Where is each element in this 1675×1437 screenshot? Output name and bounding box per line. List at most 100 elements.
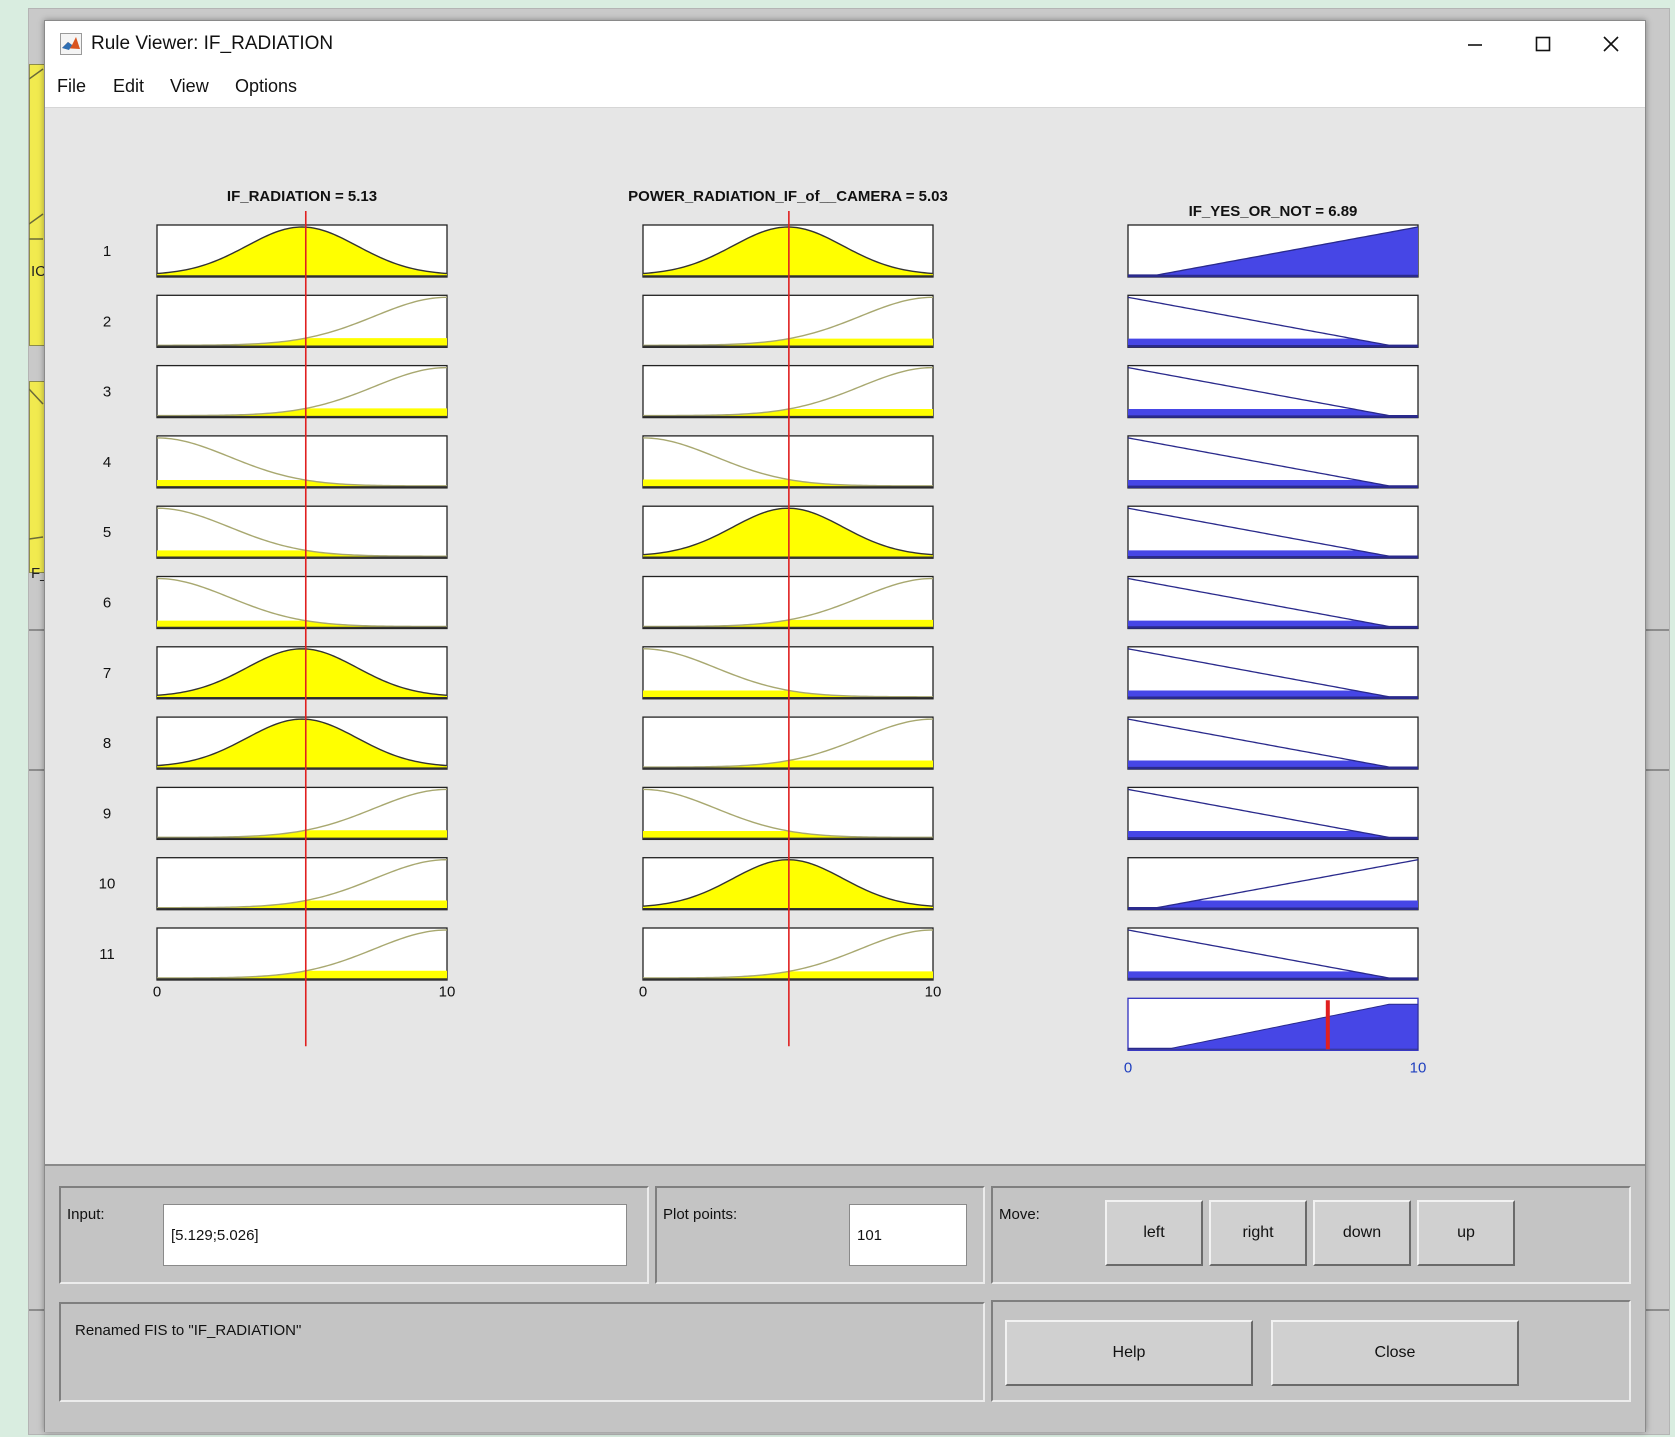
activation-fill xyxy=(157,719,447,769)
activation-fill xyxy=(643,971,933,979)
membership-curve xyxy=(156,718,448,767)
menu-file[interactable]: File xyxy=(57,76,87,96)
menu-options[interactable]: Options xyxy=(235,76,298,96)
membership-curve xyxy=(156,437,448,487)
rule-number: 5 xyxy=(103,524,111,541)
aggregate-output-fill xyxy=(1127,1003,1419,1050)
rule-plot-area: IF_RADIATION = 5.13 POWER_RADIATION_IF_of… xyxy=(45,108,1645,1164)
output-membership-line xyxy=(1128,859,1419,909)
rule-number: 7 xyxy=(103,665,111,682)
output-activation-fill xyxy=(1128,550,1418,558)
output-activation-fill xyxy=(1128,971,1418,979)
output-plot-box xyxy=(1127,927,1419,981)
output-axis-tick-label: 0 xyxy=(1124,1059,1132,1076)
membership-curve xyxy=(642,437,934,487)
membership-curve xyxy=(156,296,448,346)
rule-number: 3 xyxy=(103,384,111,401)
move-right-button[interactable]: right xyxy=(1209,1200,1307,1266)
output-membership-line xyxy=(1127,929,1418,979)
output-axis-tick-label: 10 xyxy=(1410,1059,1427,1076)
menu-view[interactable]: View xyxy=(170,76,209,96)
window-title: Rule Viewer: IF_RADIATION xyxy=(91,33,334,54)
activation-fill xyxy=(157,900,447,909)
help-close-panel: Help Close xyxy=(991,1300,1631,1402)
background-plot-fragment xyxy=(29,68,44,540)
activation-fill xyxy=(157,480,447,487)
membership-curve xyxy=(642,577,934,628)
membership-curve xyxy=(156,929,448,979)
menu-bar: File Edit View Options xyxy=(45,67,1645,108)
activation-fill xyxy=(643,831,933,839)
input-title: POWER_RADIATION_IF_of__CAMERA = 5.03 xyxy=(628,188,948,205)
output-activation-fill xyxy=(1128,831,1418,839)
output-plot-box xyxy=(1127,435,1419,489)
output-plot-box xyxy=(1127,294,1419,348)
plot-points-field[interactable]: 101 xyxy=(849,1204,967,1266)
maximize-button[interactable] xyxy=(1509,21,1577,67)
output-membership-line xyxy=(1127,577,1418,628)
title-bar[interactable]: Rule Viewer: IF_RADIATION xyxy=(45,21,1645,67)
membership-curve xyxy=(642,648,934,698)
output-activation-fill xyxy=(1128,480,1418,487)
membership-curve xyxy=(642,507,934,556)
rule-viewer-window: Rule Viewer: IF_RADIATION File Edit View… xyxy=(44,20,1646,1432)
menu-edit[interactable]: Edit xyxy=(113,76,145,96)
membership-curve xyxy=(642,858,934,907)
activation-fill xyxy=(643,227,933,276)
output-activation-fill xyxy=(1128,690,1418,698)
control-panel: Input: [5.129;5.026] Plot points: 101 Mo… xyxy=(45,1164,1645,1432)
background-label-fragment: IC xyxy=(31,263,46,280)
membership-curve xyxy=(642,929,934,979)
output-title: IF_YES_OR_NOT = 6.89 xyxy=(1189,203,1358,220)
membership-curve xyxy=(642,718,934,768)
axis-tick-label: 0 xyxy=(153,983,161,1000)
output-plot-box xyxy=(1127,786,1419,841)
output-plot-box xyxy=(1127,505,1419,559)
move-up-button[interactable]: up xyxy=(1417,1200,1515,1266)
activation-fill xyxy=(643,479,933,487)
output-membership-line xyxy=(1127,718,1418,768)
output-membership-line xyxy=(1127,296,1418,346)
move-down-button[interactable]: down xyxy=(1313,1200,1411,1266)
maximize-icon xyxy=(1535,36,1551,52)
membership-curve xyxy=(642,788,934,839)
minimize-icon xyxy=(1468,44,1482,46)
output-activation-fill xyxy=(1128,338,1418,347)
status-message: Renamed FIS to "IF_RADIATION" xyxy=(75,1322,302,1339)
move-label: Move: xyxy=(999,1206,1040,1223)
plot-points-label: Plot points: xyxy=(663,1206,738,1223)
output-membership-line xyxy=(1127,648,1418,698)
activation-fill xyxy=(643,690,933,698)
membership-curve xyxy=(156,577,448,628)
rule-number: 2 xyxy=(103,313,111,330)
membership-curve xyxy=(156,507,448,557)
activation-fill xyxy=(643,859,933,909)
help-button[interactable]: Help xyxy=(1005,1320,1253,1386)
activation-fill xyxy=(643,408,933,417)
output-plot-box xyxy=(1127,716,1419,770)
move-left-button[interactable]: left xyxy=(1105,1200,1203,1266)
membership-curve xyxy=(642,226,934,275)
activation-fill xyxy=(157,970,447,979)
rule-number: 9 xyxy=(103,805,111,822)
output-membership-line xyxy=(1127,437,1418,487)
membership-curve xyxy=(642,366,934,417)
close-icon xyxy=(1603,36,1619,52)
input-title: IF_RADIATION = 5.13 xyxy=(227,188,377,205)
close-window-button[interactable] xyxy=(1577,21,1645,67)
input-label: Input: xyxy=(67,1206,105,1223)
output-membership-line xyxy=(1127,788,1418,839)
rule-viewer-plot[interactable]: IF_RADIATION = 5.13 POWER_RADIATION_IF_of… xyxy=(45,108,1645,1164)
axis-tick-label: 0 xyxy=(639,983,647,1000)
activation-fill xyxy=(157,620,447,628)
input-field[interactable]: [5.129;5.026] xyxy=(163,1204,627,1266)
membership-curve xyxy=(642,296,934,346)
output-membership-line xyxy=(1127,366,1418,417)
rule-number: 4 xyxy=(103,454,111,471)
output-membership-line xyxy=(1127,507,1418,557)
minimize-button[interactable] xyxy=(1441,21,1509,67)
activation-fill xyxy=(157,648,447,698)
close-button[interactable]: Close xyxy=(1271,1320,1519,1386)
activation-fill xyxy=(157,830,447,839)
plot-points-panel: Plot points: 101 xyxy=(655,1186,985,1284)
